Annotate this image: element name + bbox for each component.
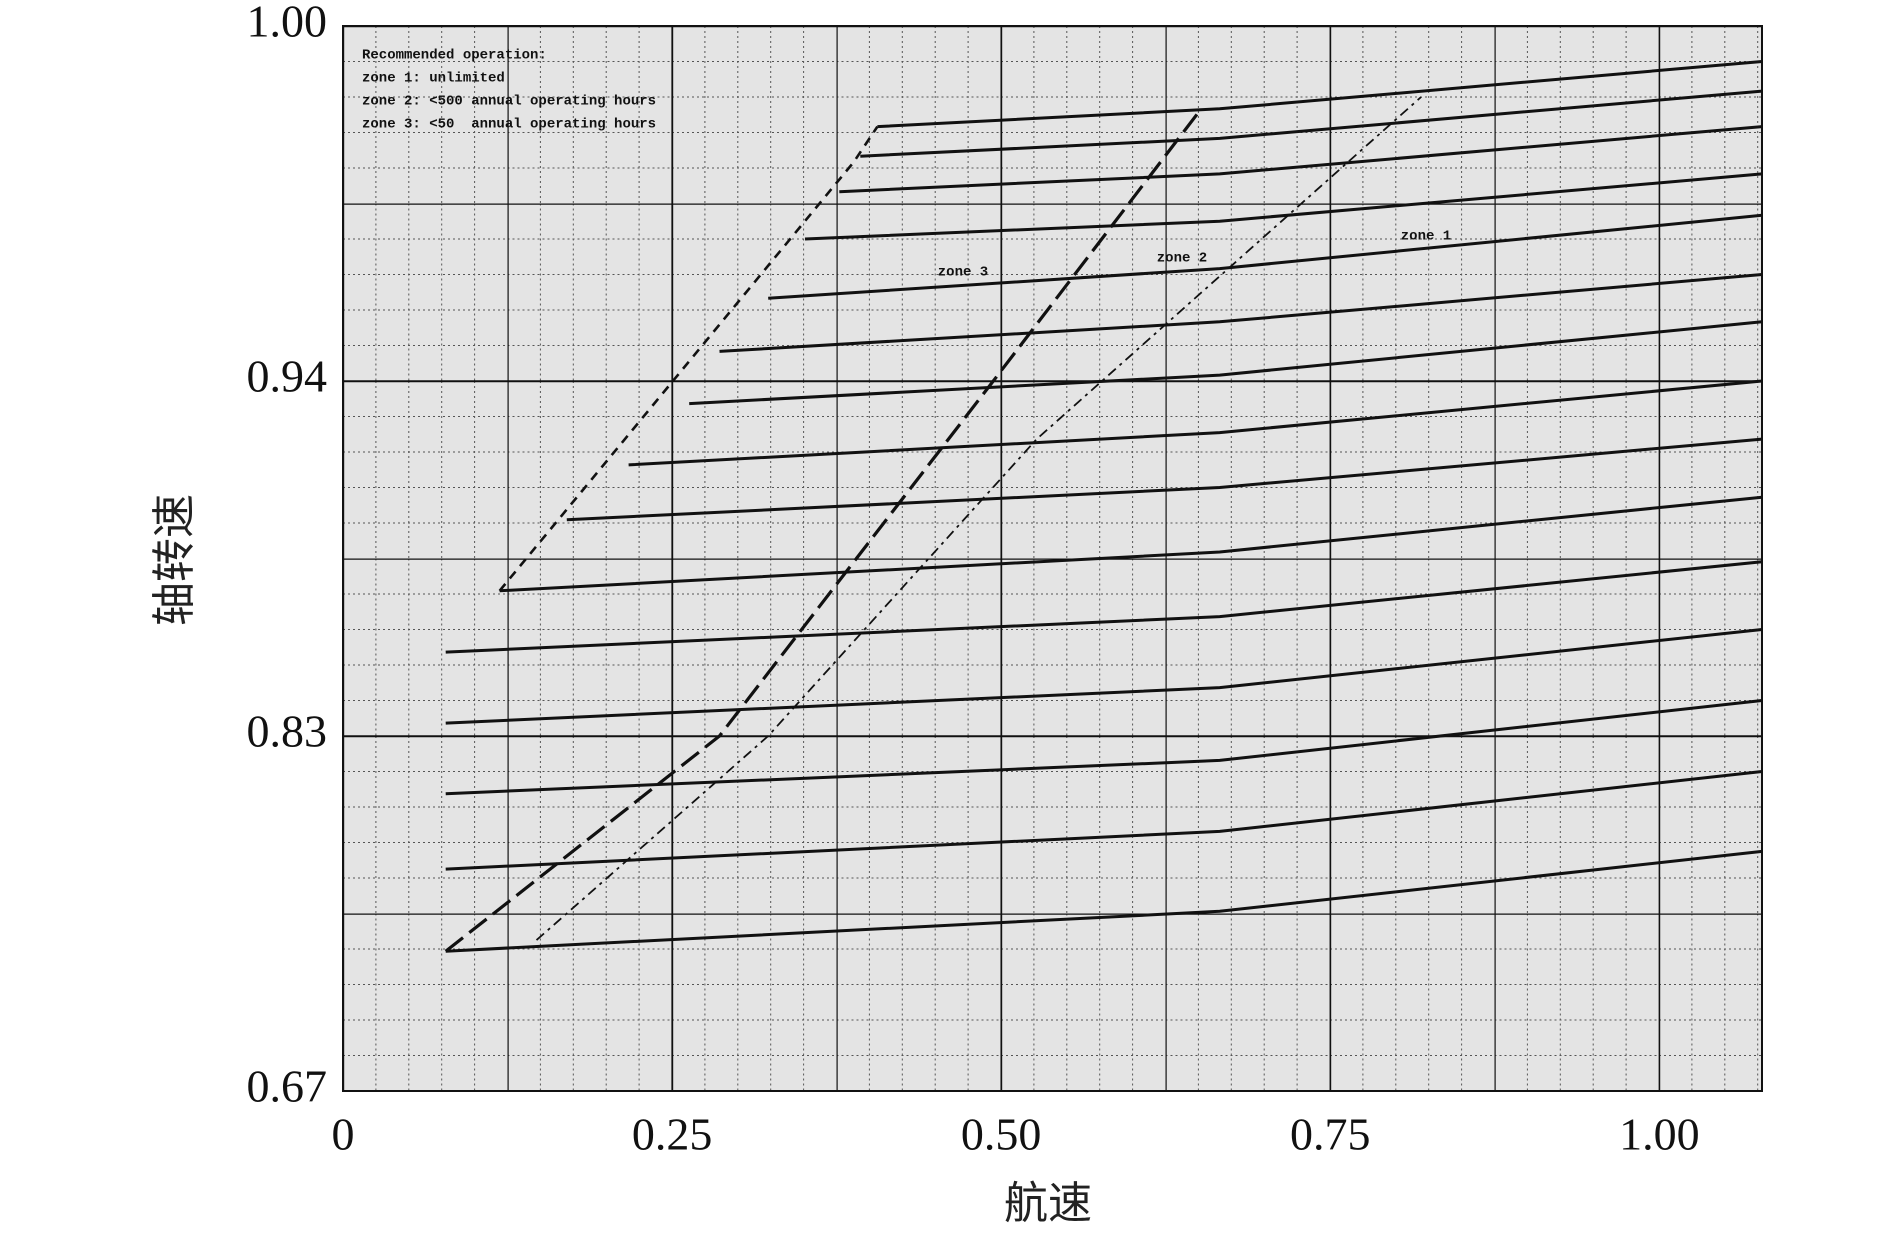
x-tick-label: 0.50 <box>961 1109 1042 1160</box>
curve <box>498 125 879 592</box>
curve <box>566 437 1763 522</box>
curve <box>689 320 1763 406</box>
curve <box>445 628 1763 725</box>
y-tick-label: 0.83 <box>247 706 328 757</box>
curve <box>444 107 1203 953</box>
y-tick-label: 1.00 <box>247 0 328 47</box>
curve <box>628 379 1763 467</box>
note-line: zone 1: unlimited <box>362 71 505 87</box>
curve <box>535 96 1422 941</box>
zone-label: zone 1 <box>1401 229 1451 245</box>
curve <box>445 849 1763 953</box>
plot-frame <box>342 25 1763 1092</box>
curve <box>839 125 1763 194</box>
minor-grid <box>343 26 1762 1091</box>
zone-label: zone 3 <box>938 265 988 281</box>
curve <box>877 60 1763 129</box>
curve <box>804 172 1763 241</box>
curve <box>499 495 1763 593</box>
curve <box>719 273 1763 353</box>
note-line: Recommended operation: <box>362 48 547 64</box>
curve <box>768 213 1763 300</box>
x-tick-label: 0 <box>332 1109 355 1160</box>
curve <box>445 699 1763 796</box>
curve <box>445 770 1763 871</box>
zone-label: zone 2 <box>1157 251 1207 267</box>
y-axis-label: 轴转速 <box>149 494 200 626</box>
note-line: zone 2: <500 annual operating hours <box>362 94 656 110</box>
x-tick-label: 0.75 <box>1290 1109 1371 1160</box>
note-line: zone 3: <50 annual operating hours <box>362 117 656 133</box>
y-tick-label: 0.94 <box>247 351 328 402</box>
x-tick-label: 1.00 <box>1619 1109 1700 1160</box>
x-tick-label: 0.25 <box>632 1109 713 1160</box>
x-axis-label: 航速 <box>1004 1178 1092 1229</box>
curve <box>860 89 1763 158</box>
y-tick-label: 0.67 <box>247 1061 328 1112</box>
curve <box>445 560 1763 654</box>
